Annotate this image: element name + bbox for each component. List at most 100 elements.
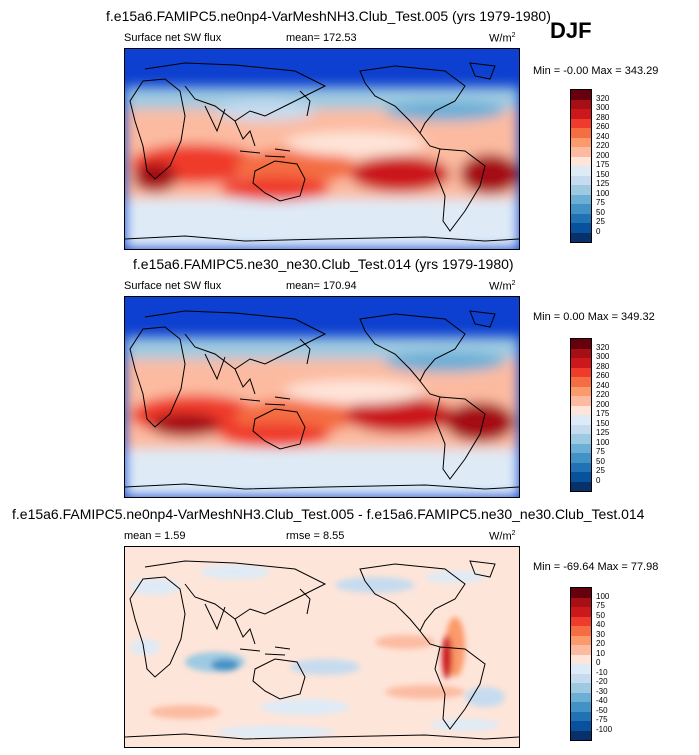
colorbar-level-label: -100 — [596, 724, 613, 734]
colorbar-swatch — [571, 481, 591, 491]
map-panel-1 — [124, 48, 520, 250]
colorbar-level-label: 75 — [596, 198, 605, 207]
units-label: W/m2 — [489, 32, 516, 45]
colorbar-swatch — [571, 424, 591, 434]
colorbar-swatch — [571, 339, 591, 349]
colorbar-level-label: 75 — [596, 601, 605, 610]
colorbar-swatch — [571, 223, 591, 233]
colorbar-3 — [570, 587, 592, 741]
colorbar-swatch — [571, 166, 591, 176]
colorbar-level-label: 200 — [596, 399, 610, 409]
colorbar-level-label: 260 — [596, 122, 610, 131]
colorbar-level-label: 0 — [596, 475, 601, 485]
colorbar-level-label: 175 — [596, 409, 610, 418]
panel-title: f.e15a6.FAMIPC5.ne30_ne30.Club_Test.014 … — [133, 256, 514, 272]
colorbar-level-label: 280 — [596, 361, 610, 371]
mean-label: mean = 1.59 — [124, 530, 186, 542]
colorbar-swatch — [571, 396, 591, 406]
colorbar-level-label: 320 — [596, 93, 610, 103]
colorbar-swatch — [571, 654, 591, 664]
colorbar-swatch — [571, 128, 591, 138]
panel-title: f.e15a6.FAMIPC5.ne0np4-VarMeshNH3.Club_T… — [12, 506, 645, 522]
colorbar-swatch — [571, 635, 591, 645]
colorbar-swatch — [571, 118, 591, 128]
colorbar-level-label: 50 — [596, 610, 605, 620]
colorbar-level-label: 30 — [596, 629, 605, 639]
colorbar-swatch — [571, 386, 591, 396]
colorbar-swatch — [571, 185, 591, 195]
colorbar-swatch — [571, 156, 591, 166]
colorbar-level-label: 100 — [596, 188, 610, 198]
colorbar-swatch — [571, 377, 591, 387]
colorbar-swatch — [571, 204, 591, 214]
map-panel-2 — [124, 296, 520, 498]
colorbar-swatch — [571, 692, 591, 702]
colorbar-swatch — [571, 607, 591, 617]
colorbar-swatch — [571, 99, 591, 109]
colorbar-level-label: 50 — [596, 456, 605, 466]
colorbar-level-label: 300 — [596, 352, 610, 361]
colorbar-level-label: -50 — [596, 705, 608, 715]
colorbar-level-label: 40 — [596, 620, 605, 629]
colorbar-1 — [570, 89, 592, 243]
colorbar-level-label: 0 — [596, 658, 601, 667]
colorbar-swatch — [571, 358, 591, 368]
colorbar-swatch — [571, 626, 591, 636]
colorbar-level-label: 20 — [596, 639, 605, 648]
minmax-label: Min = -69.64 Max = 77.98 — [533, 561, 659, 573]
colorbar-swatch — [571, 213, 591, 223]
colorbar-swatch — [571, 453, 591, 463]
colorbar-level-label: 150 — [596, 169, 610, 179]
colorbar-level-label: -20 — [596, 677, 608, 686]
colorbar-level-label: 100 — [596, 437, 610, 447]
colorbar-level-label: 300 — [596, 103, 610, 112]
colorbar-swatch — [571, 702, 591, 712]
colorbar-level-label: -40 — [596, 696, 608, 705]
minmax-label: Min = 0.00 Max = 349.32 — [533, 311, 655, 323]
colorbar-swatch — [571, 405, 591, 415]
colorbar-level-label: 240 — [596, 380, 610, 390]
colorbar-level-label: 280 — [596, 112, 610, 122]
mean-label: mean= 170.94 — [286, 280, 357, 292]
colorbar-swatch — [571, 434, 591, 444]
units-label: W/m2 — [489, 280, 516, 293]
rmse-label: rmse = 8.55 — [286, 530, 345, 542]
colorbar-level-label: 10 — [596, 648, 605, 658]
colorbar-swatch — [571, 367, 591, 377]
minmax-label: Min = -0.00 Max = 343.29 — [533, 65, 659, 77]
colorbar-swatch — [571, 109, 591, 119]
colorbar-level-label: 125 — [596, 179, 610, 188]
colorbar-swatch — [571, 721, 591, 731]
colorbar-level-label: 25 — [596, 466, 605, 475]
colorbar-level-label: 25 — [596, 217, 605, 226]
colorbar-swatch — [571, 348, 591, 358]
colorbar-level-label: -30 — [596, 686, 608, 696]
colorbar-swatch — [571, 645, 591, 655]
colorbar-level-label: 220 — [596, 390, 610, 399]
colorbar-swatch — [571, 137, 591, 147]
sw-flux-diff-field — [125, 547, 519, 747]
colorbar-swatch — [571, 90, 591, 100]
mean-label: mean= 172.53 — [286, 32, 357, 44]
sw-flux-field-1 — [125, 49, 519, 249]
colorbar-level-label: -75 — [596, 715, 608, 724]
colorbar-level-label: 50 — [596, 207, 605, 217]
colorbar-level-label: 150 — [596, 418, 610, 428]
colorbar-swatch — [571, 232, 591, 242]
colorbar-swatch — [571, 588, 591, 598]
colorbar-2 — [570, 338, 592, 492]
colorbar-swatch — [571, 175, 591, 185]
colorbar-swatch — [571, 683, 591, 693]
colorbar-swatch — [571, 664, 591, 674]
colorbar-swatch — [571, 462, 591, 472]
colorbar-swatch — [571, 616, 591, 626]
colorbar-level-label: 200 — [596, 150, 610, 160]
colorbar-swatch — [571, 194, 591, 204]
colorbar-level-label: 125 — [596, 428, 610, 437]
colorbar-swatch — [571, 443, 591, 453]
panel-title: f.e15a6.FAMIPC5.ne0np4-VarMeshNH3.Club_T… — [106, 8, 551, 24]
colorbar-swatch — [571, 711, 591, 721]
units-label: W/m2 — [489, 530, 516, 543]
field-label: Surface net SW flux — [124, 280, 222, 292]
colorbar-swatch — [571, 673, 591, 683]
